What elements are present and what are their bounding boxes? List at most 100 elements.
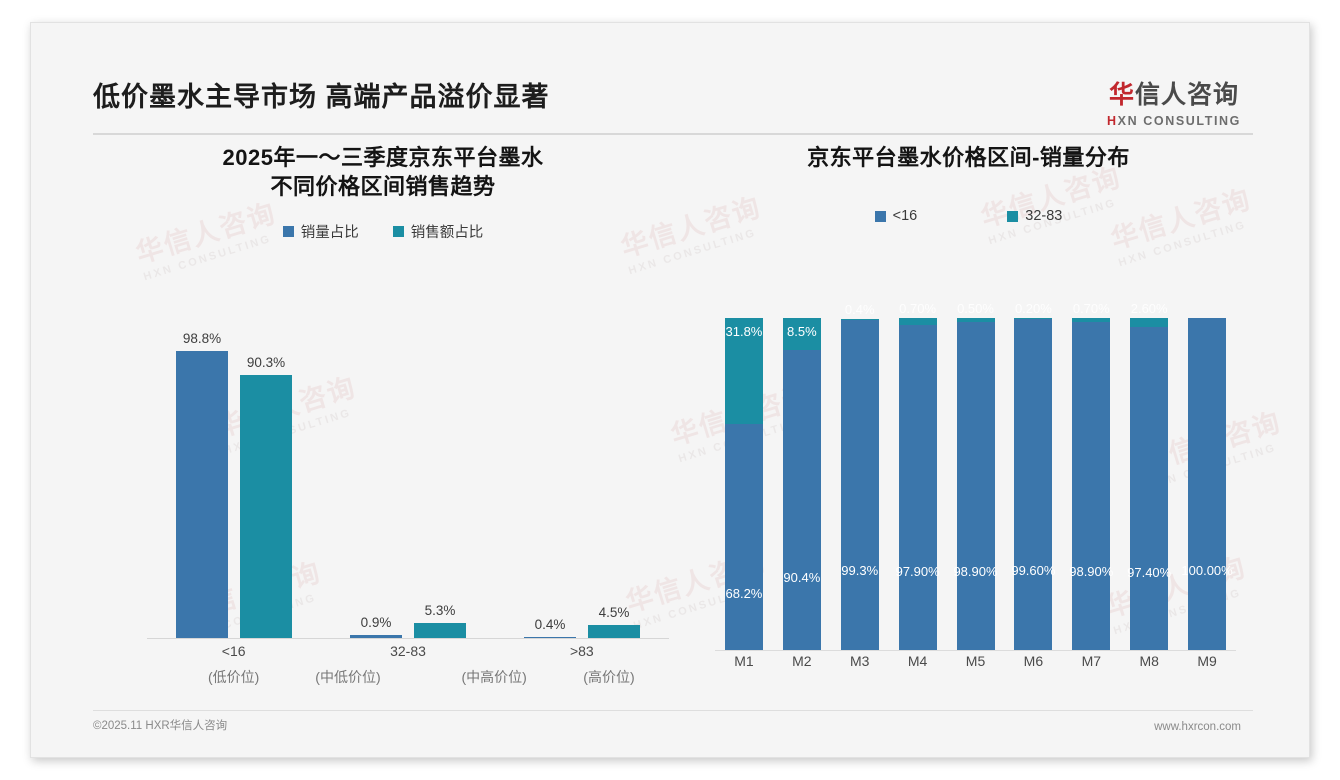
bar-segment-mid-price[interactable]: 0.4% bbox=[840, 302, 879, 321]
bar-segment-low-price[interactable]: 68.2% bbox=[724, 423, 763, 651]
x-axis-label: 32-83 bbox=[390, 643, 426, 659]
legend-swatch-blue bbox=[282, 226, 294, 238]
legend-swatch-teal bbox=[392, 226, 404, 238]
bar-value-label: 4.5% bbox=[598, 604, 630, 620]
x-axis-label: M1 bbox=[734, 653, 754, 669]
footer-divider bbox=[93, 710, 1253, 711]
bar[interactable] bbox=[523, 636, 576, 638]
bar-segment-low-price[interactable]: 99.3% bbox=[840, 320, 879, 651]
bar-segment-label: 98.90% bbox=[953, 563, 998, 579]
bar-segment-low-price[interactable]: 98.90% bbox=[1069, 321, 1114, 651]
left-chart-plot: 98.8% 90.3% 0.9% 5.3% 0.4% 4.5% bbox=[93, 331, 673, 639]
bar-segment-label: 68.2% bbox=[725, 586, 763, 602]
bar-slot: 5.3% bbox=[413, 347, 466, 638]
left-chart-title-line1: 2025年一～三季度京东平台墨水 bbox=[222, 145, 544, 170]
stacked-bar-column: 100.00% bbox=[1178, 318, 1236, 651]
page-title: 低价墨水主导市场 高端产品溢价显著 bbox=[93, 82, 550, 112]
bar[interactable] bbox=[239, 375, 292, 638]
bar-segment-label: 97.40% bbox=[1127, 564, 1172, 580]
bar-segment-mid-price[interactable]: 0.50% bbox=[956, 301, 995, 322]
x-axis-label: M7 bbox=[1081, 653, 1102, 669]
left-chart-title: 2025年一～三季度京东平台墨水 不同价格区间销售趋势 bbox=[93, 143, 673, 201]
right-chart-stacked-bars: 31.8% 68.2% 8.5% 90.4% 0.4% 99.3% 0.70% 97.90% 0… bbox=[715, 301, 1236, 651]
right-chart-x-labels: M1 M2 M3 M4 M5 M6 M7 M8 M9 bbox=[715, 653, 1236, 673]
left-chart-title-line2: 不同价格区间销售趋势 bbox=[270, 174, 496, 200]
footer-website: www.hxrcon.com bbox=[1154, 721, 1241, 733]
stacked-bar-column: 0.50% 98.90% bbox=[947, 301, 1005, 651]
bar-segment-label: 0.50% bbox=[957, 301, 994, 317]
bar-segment-label: 99.3% bbox=[841, 563, 879, 579]
stacked-bar[interactable]: 0.70% 97.90% bbox=[895, 301, 940, 651]
bar-segment-mid-price[interactable]: 8.5% bbox=[782, 318, 821, 350]
bar-value-label: 0.4% bbox=[534, 616, 566, 632]
stacked-bar[interactable]: 0.50% 98.90% bbox=[953, 301, 998, 651]
logo-chinese-text: 华信人咨询 bbox=[1108, 81, 1240, 109]
legend-item-sales-volume: 销量占比 bbox=[282, 221, 359, 242]
left-chart-x-labels: <16 32-83 >83 (低价位) (中低价位) (中高价位) (高价位) bbox=[147, 643, 669, 695]
bar-segment-low-price[interactable]: 90.4% bbox=[782, 349, 821, 651]
x-axis-label: M5 bbox=[965, 653, 986, 669]
bar-slot: 0.4% bbox=[523, 347, 576, 638]
x-axis-label: M9 bbox=[1197, 653, 1217, 669]
bar[interactable] bbox=[413, 622, 466, 638]
bar-segment-mid-price[interactable]: 0.70% bbox=[1072, 301, 1111, 322]
stacked-bar[interactable]: 31.8% 68.2% bbox=[724, 318, 763, 651]
legend-label: 销售额占比 bbox=[410, 225, 484, 242]
left-chart-bar-groups: 98.8% 90.3% 0.9% 5.3% 0.4% 4.5% bbox=[147, 331, 669, 638]
bar-segment-mid-price[interactable]: 0.20% bbox=[1014, 301, 1053, 320]
stacked-bar-column: 2.60% 97.40% bbox=[1120, 301, 1178, 651]
bar-segment-low-price[interactable]: 100.00% bbox=[1181, 318, 1233, 651]
x-axis-label: <16 bbox=[221, 643, 246, 659]
x-axis-label: M8 bbox=[1139, 653, 1159, 669]
header-divider bbox=[93, 133, 1253, 135]
left-chart-x-axis bbox=[147, 638, 669, 639]
bar-segment-low-price[interactable]: 99.60% bbox=[1011, 319, 1055, 651]
bar-segment-label: 98.90% bbox=[1069, 563, 1114, 579]
stacked-bar[interactable]: 8.5% 90.4% bbox=[782, 318, 821, 651]
bar-segment-label: 100.00% bbox=[1181, 562, 1233, 578]
slide-header: 低价墨水主导市场 高端产品溢价显著 华信人咨询 HXN CONSULTING bbox=[31, 23, 1309, 128]
bar-segment-label: 8.5% bbox=[787, 324, 817, 340]
bar-segment-label: 31.8% bbox=[725, 324, 763, 340]
x-axis-sublabel: (中高价位) bbox=[461, 669, 527, 685]
stacked-bar-column: 0.20% 99.60% bbox=[1004, 301, 1062, 651]
legend-swatch-teal bbox=[1007, 210, 1019, 222]
stacked-bar[interactable]: 0.70% 98.90% bbox=[1069, 301, 1114, 651]
bar-group: 0.9% 5.3% bbox=[321, 347, 495, 638]
bar-segment-low-price[interactable]: 97.90% bbox=[895, 325, 940, 651]
x-axis-label: M6 bbox=[1023, 653, 1044, 669]
logo-english-text: HXN CONSULTING bbox=[1107, 114, 1241, 128]
bar-slot: 0.9% bbox=[349, 347, 402, 638]
x-axis-sublabel: (低价位) bbox=[207, 669, 260, 685]
x-axis-label: M4 bbox=[907, 653, 928, 669]
right-chart-plot: 31.8% 68.2% 8.5% 90.4% 0.4% 99.3% 0.70% 97.90% 0… bbox=[691, 301, 1246, 673]
stacked-bar[interactable]: 0.4% 99.3% bbox=[840, 302, 879, 651]
stacked-bar-column: 8.5% 90.4% bbox=[773, 318, 831, 651]
bar-slot: 90.3% bbox=[239, 347, 292, 638]
bar-segment-mid-price[interactable]: 31.8% bbox=[724, 318, 763, 424]
bar[interactable] bbox=[587, 624, 640, 638]
right-chart-title: 京东平台墨水价格区间-销量分布 bbox=[807, 145, 1130, 170]
legend-item-mid-price: 32-83 bbox=[1007, 208, 1062, 224]
stacked-bar-column: 0.70% 97.90% bbox=[889, 301, 947, 651]
x-axis-label: M2 bbox=[792, 653, 812, 669]
bar-segment-mid-price[interactable]: 2.60% bbox=[1130, 301, 1169, 327]
left-chart-panel: 2025年一～三季度京东平台墨水 不同价格区间销售趋势 销量占比 销售额占比 9… bbox=[93, 143, 673, 703]
company-logo: 华信人咨询 HXN CONSULTING bbox=[1107, 75, 1241, 128]
stacked-bar[interactable]: 100.00% bbox=[1181, 318, 1233, 651]
legend-label: 销量占比 bbox=[300, 225, 359, 242]
bar-segment-label: 0.70% bbox=[1072, 301, 1110, 317]
stacked-bar[interactable]: 2.60% 97.40% bbox=[1127, 301, 1172, 651]
stacked-bar-column: 0.4% 99.3% bbox=[831, 302, 889, 651]
bar-segment-low-price[interactable]: 98.90% bbox=[953, 321, 998, 651]
bar-segment-mid-price[interactable]: 0.70% bbox=[898, 301, 937, 325]
legend-item-sales-amount: 销售额占比 bbox=[392, 221, 484, 242]
bar-segment-label: 97.90% bbox=[895, 564, 940, 580]
bar[interactable] bbox=[175, 350, 228, 638]
bar[interactable] bbox=[349, 635, 402, 638]
bar-segment-low-price[interactable]: 97.40% bbox=[1127, 326, 1172, 651]
bar-segment-label: 0.20% bbox=[1014, 301, 1052, 317]
bar-slot: 98.8% bbox=[175, 331, 228, 638]
x-axis-label: M3 bbox=[850, 653, 870, 669]
stacked-bar[interactable]: 0.20% 99.60% bbox=[1011, 301, 1055, 651]
